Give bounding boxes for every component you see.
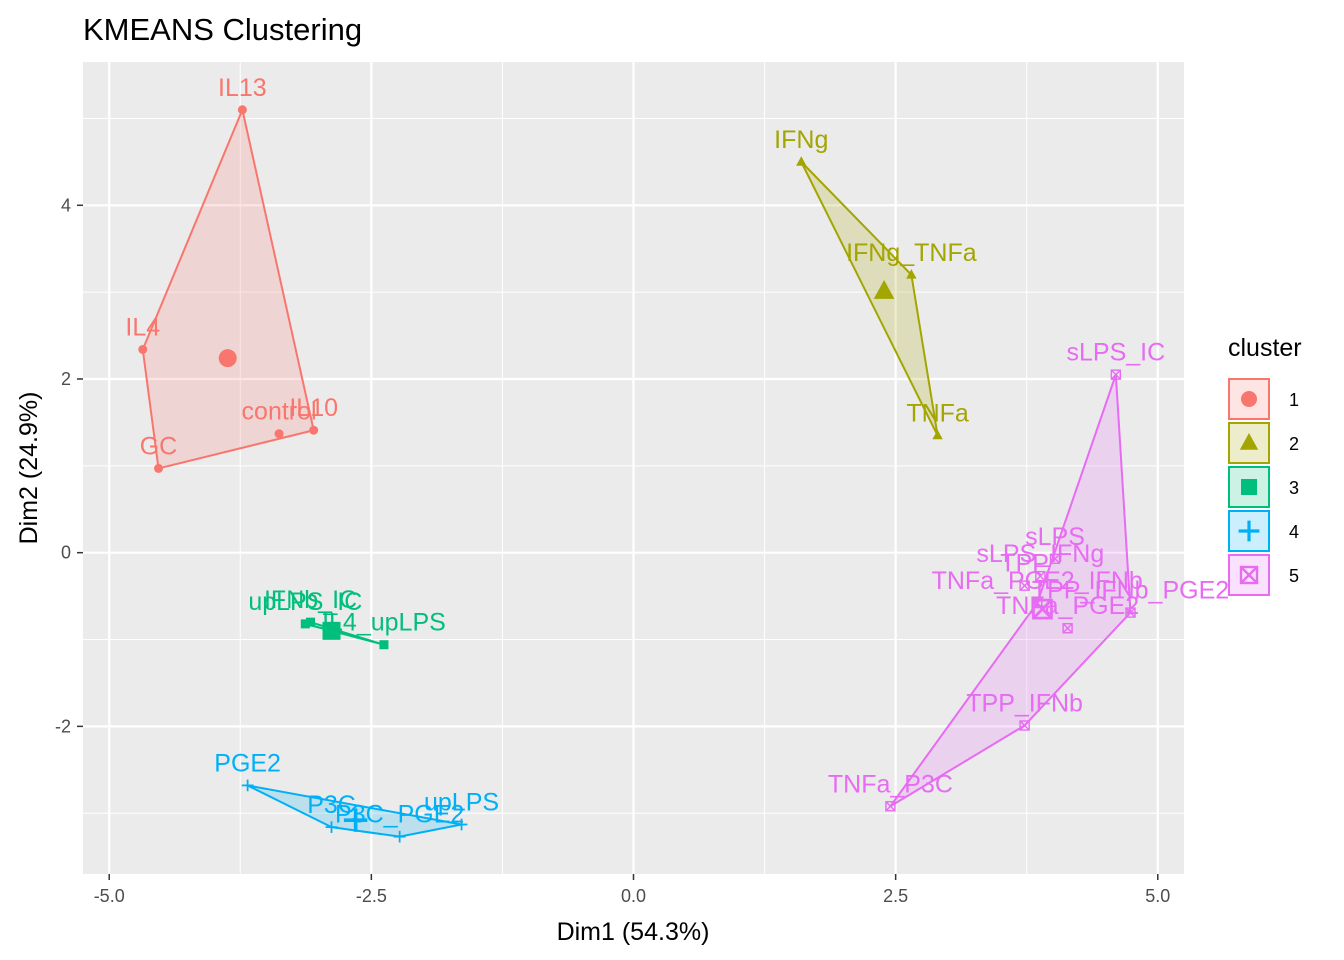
point-IL13 [237, 105, 247, 115]
legend-marker-5 [1239, 565, 1259, 585]
legend-label-3: 3 [1289, 478, 1299, 498]
point-label-sLPS_IC: sLPS_IC [1067, 339, 1166, 367]
x-tick-label: 5.0 [1145, 886, 1170, 906]
point-TNFa [932, 429, 943, 440]
point-label-IL4: IL4 [125, 313, 160, 341]
point-label-PGE2: PGE2 [214, 749, 281, 777]
cluster-2-hull [800, 160, 939, 437]
y-tick-label: 4 [61, 195, 71, 215]
point-label-P3C: P3C [307, 791, 356, 819]
point-IFNg [796, 156, 807, 166]
legend-key-1 [1228, 378, 1270, 420]
point-TNFa_PGE2 [1062, 623, 1073, 634]
point-label-TNFa_P3C: TNFa_P3C [828, 770, 953, 798]
point-IL4_upLPS [379, 640, 389, 650]
legend-key-2 [1228, 422, 1270, 464]
point-IFNg_TNFa [906, 269, 917, 279]
point-P3C_PGE2 [393, 830, 406, 843]
point-IL4 [138, 344, 148, 354]
legend-marker-3 [1241, 479, 1257, 495]
cluster-4-centroid [343, 808, 368, 832]
point-TPP [1019, 580, 1030, 591]
cluster-2-centroid [873, 280, 895, 299]
point-label-P3C_PGE2: P3C_PGE2 [335, 801, 464, 829]
point-label-TPP_IFNb_PGE2: TPP_IFNb_PGE2 [1032, 577, 1229, 605]
grid-lines [83, 62, 1184, 874]
x-tick-label: 0.0 [621, 886, 646, 906]
point-control [274, 429, 284, 439]
cluster-3-centroid [322, 621, 341, 640]
point-label-IFNg_TNFa: IFNg_TNFa [846, 239, 977, 267]
x-axis-title: Dim1 (54.3%) [557, 918, 710, 946]
point-label-IL10: IL10 [289, 394, 338, 422]
point-upLPS_IC [300, 619, 310, 629]
legend-label-1: 1 [1289, 390, 1299, 410]
legend-label-2: 2 [1289, 434, 1299, 454]
point-label-IL13: IL13 [218, 74, 267, 102]
y-tick-label: 2 [61, 369, 71, 389]
cluster-1-centroid [218, 349, 237, 368]
cluster-5-centroid [1032, 598, 1053, 620]
legend: cluster 1 2 3 4 5 [1228, 334, 1302, 596]
cluster-hulls [141, 108, 1132, 838]
legend-key-3 [1228, 466, 1270, 508]
point-label-TNFa: TNFa [906, 399, 969, 427]
point-label-control: control [242, 398, 317, 426]
point-label-IL4_upLPS: IL4_upLPS [322, 609, 446, 637]
chart-title: KMEANS Clustering [83, 12, 362, 47]
x-tick-label: 2.5 [883, 886, 908, 906]
point-label-IFNg: IFNg [774, 126, 828, 154]
legend-key-4 [1228, 510, 1270, 552]
legend-label-5: 5 [1289, 566, 1299, 586]
point-TNFa_P3C [885, 801, 896, 812]
point-sLPS_IFNg [1035, 570, 1046, 582]
legend-marker-4 [1238, 520, 1260, 542]
axes: -5.0 -2.5 0.0 2.5 5.0 -2 0 2 4 [55, 195, 1170, 906]
point-label-sLPS_IFNg: sLPS_IFNg [976, 540, 1104, 568]
point-label-GC: GC [140, 432, 178, 460]
point-PGE2 [241, 779, 254, 792]
point-upLPS [455, 818, 468, 831]
legend-marker-2 [1239, 433, 1259, 450]
y-tick-label: 0 [61, 543, 71, 563]
cluster-5-hull [889, 373, 1132, 808]
point-IFNb_IC [306, 617, 316, 627]
point-sLPS_IC [1110, 369, 1122, 380]
point-TPP_IFNb [1019, 720, 1030, 731]
x-tick-label: -2.5 [356, 886, 387, 906]
y-tick-label: -2 [55, 716, 71, 736]
legend-marker-1 [1241, 391, 1257, 407]
legend-label-4: 4 [1289, 522, 1299, 542]
x-tick-label: -5.0 [94, 886, 125, 906]
point-label-upLPS: upLPS [424, 788, 499, 816]
point-label-TPP_IFNb: TPP_IFNb [966, 689, 1083, 717]
point-GC [153, 463, 163, 473]
point-sLPS [1049, 553, 1061, 564]
point-TPP_IFNb_PGE2 [1125, 607, 1136, 618]
point-label-TPP: TPP [1000, 550, 1049, 578]
point-label-TNFa_PGE2: TNFa_PGE2 [996, 592, 1139, 620]
legend-title: cluster [1228, 334, 1302, 362]
point-P3C [325, 821, 338, 833]
y-axis-title: Dim2 (24.9%) [15, 392, 43, 545]
point-IL10 [309, 425, 319, 435]
point-label-TNFa_PGE2_IFNb: TNFa_PGE2_IFNb [932, 567, 1143, 595]
point-label-upLPS_IC: upLPS_IC [248, 588, 362, 616]
legend-key-5 [1228, 554, 1270, 596]
point-label-sLPS: sLPS [1025, 523, 1085, 551]
cluster-centroids [218, 280, 1053, 832]
point-label-IFNb_IC: IFNb_IC [264, 586, 357, 614]
